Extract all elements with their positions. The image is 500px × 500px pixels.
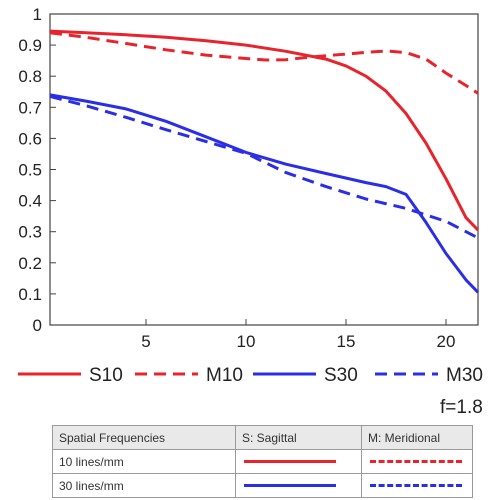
y-tick-label: 0.8 [18,67,42,86]
y-tick-label: 0.2 [18,254,42,273]
y-tick-label: 0.9 [18,36,42,55]
sagittal-swatch-cell [235,473,362,498]
y-tick-label: 1 [33,5,42,24]
solid-line-swatch [244,484,336,487]
table-row-label: 30 lines/mm [52,473,236,498]
mtf-chart: 00.10.20.30.40.50.60.70.80.915 10 15 20 S10… [18,5,483,418]
table-row: 30 lines/mm [52,473,473,498]
legend-label-s10: S10 [89,365,123,386]
y-tick-label: 0.1 [18,285,42,304]
solid-line-swatch [244,460,336,463]
table-row-label: 10 lines/mm [52,449,236,474]
legend-label-m30: M30 [446,365,483,386]
chart-series-lines [49,29,480,294]
table-header-cell: Spatial Frequencies [52,425,236,450]
aperture-annotation: f=1.8 [440,397,483,418]
y-tick-label: 0.4 [18,192,42,211]
sagittal-swatch-cell [235,449,362,474]
meridional-swatch-cell [361,449,473,474]
spatial-frequency-table: Spatial Frequencies S: Sagittal M: Merid… [52,425,473,498]
dashed-line-swatch [370,460,462,463]
chart-legend: S10 M10 S30 M30 [18,365,483,386]
table-header-cell: M: Meridional [361,425,473,450]
y-tick-label: 0 [33,316,42,335]
series-line-m30 [49,94,479,240]
y-tick-label: 0.5 [18,161,42,180]
chart-axes: 00.10.20.30.40.50.60.70.80.915 10 15 20 [18,5,479,351]
meridional-swatch-cell [361,473,473,498]
x-tick-label: 20 [437,332,456,351]
table-header-cell: S: Sagittal [235,425,362,450]
table-row: 10 lines/mm [52,449,473,474]
x-tick-label: 5 [141,332,150,351]
legend-label-s30: S30 [324,365,358,386]
table-header-row: Spatial Frequencies S: Sagittal M: Merid… [52,425,473,450]
x-tick-label: 10 [237,332,256,351]
legend-label-m10: M10 [206,365,243,386]
series-line-s30 [49,93,480,294]
y-tick-label: 0.7 [18,98,42,117]
y-tick-label: 0.3 [18,223,42,242]
series-line-m10 [49,31,479,95]
series-line-s10 [49,29,480,232]
x-tick-label: 15 [337,332,356,351]
y-tick-label: 0.6 [18,129,42,148]
dashed-line-swatch [370,484,462,487]
